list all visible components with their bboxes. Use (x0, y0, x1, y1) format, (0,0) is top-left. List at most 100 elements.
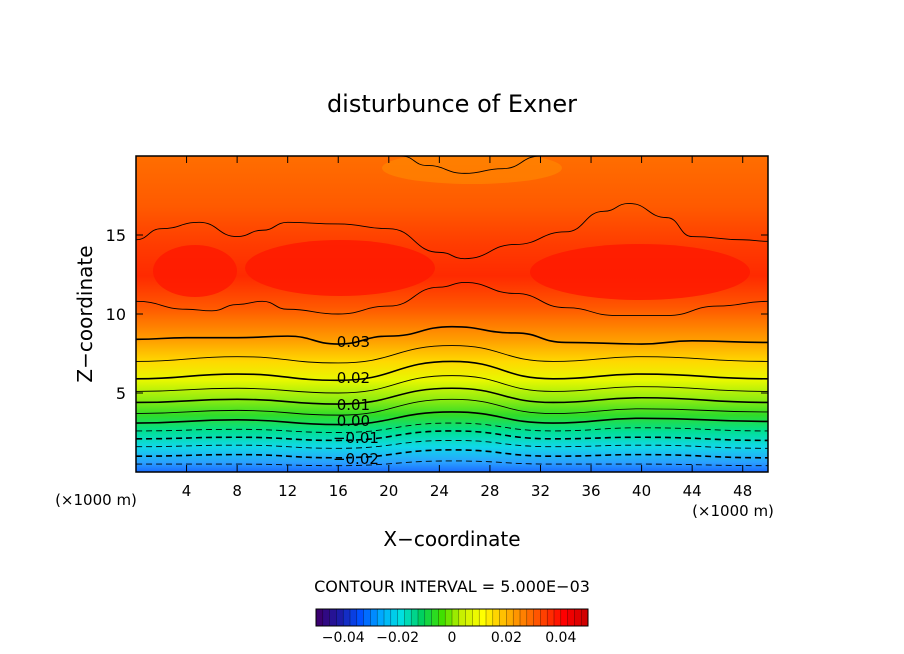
colorbar-cell-23 (472, 609, 480, 626)
contour-line-6 (136, 398, 768, 416)
x-tick-label-32: 32 (531, 482, 550, 500)
colorbar-cell-26 (492, 609, 500, 626)
y-axis-ticks: 5 10 15 (106, 226, 768, 403)
colorbar-cell-36 (560, 609, 568, 626)
max-region-right (530, 244, 750, 300)
x-tick-label-24: 24 (430, 482, 449, 500)
contour-interval-text: CONTOUR INTERVAL = 5.000E−03 (314, 577, 590, 596)
x-tick-label-40: 40 (632, 482, 651, 500)
y-tick-label-5: 5 (116, 384, 126, 403)
contour-label-1: 0.02 (337, 369, 370, 387)
colorbar-cell-11 (390, 609, 398, 626)
max-region-center (245, 240, 435, 296)
colorbar-cell-31 (526, 609, 534, 626)
contour-line-1 (136, 449, 768, 459)
colorbar-cell-29 (513, 609, 521, 626)
x-axis-label: X−coordinate (383, 527, 520, 551)
y-tick-label-10: 10 (106, 305, 126, 324)
colorbar-cell-2 (329, 609, 337, 626)
contour-line-7 (136, 387, 768, 405)
colorbar-cell-5 (350, 609, 358, 626)
contour-line-14 (401, 156, 541, 174)
colorbar-cell-17 (431, 609, 439, 626)
top-orange-region (382, 156, 562, 184)
colorbar-cell-13 (404, 609, 412, 626)
colorbar-cell-24 (479, 609, 487, 626)
colorbar-cell-8 (370, 609, 378, 626)
colorbar-cell-18 (438, 609, 446, 626)
x-tick-label-20: 20 (379, 482, 398, 500)
max-region-left (153, 245, 237, 297)
colorbar-cell-25 (486, 609, 494, 626)
colorbar (315, 608, 589, 627)
x-unit-left: (×1000 m) (55, 491, 137, 509)
x-axis-ticks: 4 8 12 16 20 24 28 32 36 40 44 48 (182, 156, 752, 500)
colorbar-cell-38 (574, 609, 582, 626)
field-background (136, 156, 768, 472)
colorbar-cell-6 (356, 609, 364, 626)
x-tick-label-8: 8 (232, 482, 242, 500)
colorbar-tick-label-4: 0.04 (545, 630, 576, 646)
contour-lines (136, 156, 768, 467)
contour-label-3: 0.00 (337, 412, 370, 430)
contour-label-5: −0.02 (333, 450, 379, 468)
colorbar-tick-label-0: −0.04 (322, 630, 365, 646)
contour-label-2: 0.01 (337, 396, 370, 414)
colorbar-cell-37 (567, 609, 575, 626)
chart-title: disturbunce of Exner (327, 90, 577, 118)
contour-line-11 (136, 325, 768, 345)
x-tick-label-28: 28 (480, 482, 499, 500)
colorbar-cell-14 (411, 609, 419, 626)
colorbar-tick-label-3: 0.02 (491, 630, 522, 646)
colorbar-tick-label-1: −0.02 (376, 630, 419, 646)
x-tick-label-48: 48 (733, 482, 752, 500)
contour-line-4 (136, 422, 768, 433)
contour-line-9 (136, 360, 768, 382)
x-tick-label-4: 4 (182, 482, 192, 500)
contour-label-0: 0.03 (337, 333, 370, 351)
colorbar-cell-34 (547, 609, 555, 626)
colorbar-cell-27 (499, 609, 507, 626)
plot-area: 0.03 0.02 0.010.00−0.01 −0.02 (136, 156, 768, 472)
colorbar-cell-15 (418, 609, 426, 626)
colorbar-cell-19 (445, 609, 453, 626)
colorbar-cell-28 (506, 609, 514, 626)
colorbar-cell-9 (377, 609, 385, 626)
contour-line-2 (136, 439, 768, 449)
contour-labels: 0.03 0.02 0.010.00−0.01 −0.02 (333, 333, 379, 468)
colorbar-cell-30 (520, 609, 528, 626)
colorbar-cell-1 (322, 609, 330, 626)
contour-line-12 (136, 281, 768, 317)
colorbar-tick-labels: −0.04 −0.02 0 0.02 0.04 (322, 630, 577, 646)
contour-line-10 (136, 345, 768, 364)
contour-line-5 (136, 411, 768, 426)
colorbar-cell-33 (540, 609, 548, 626)
colorbar-cell-12 (397, 609, 405, 626)
colorbar-cell-10 (384, 609, 392, 626)
x-tick-label-16: 16 (329, 482, 348, 500)
contour-line-0 (136, 460, 768, 467)
colorbar-cell-20 (452, 609, 460, 626)
colorbar-cell-4 (343, 609, 351, 626)
colorbar-cell-35 (554, 609, 562, 626)
x-unit-right: (×1000 m) (692, 502, 774, 520)
y-axis-label: Z−coordinate (73, 245, 97, 382)
y-tick-label-15: 15 (106, 226, 126, 245)
contour-line-3 (136, 430, 768, 442)
colorbar-cell-22 (465, 609, 473, 626)
x-tick-label-44: 44 (683, 482, 702, 500)
x-tick-label-36: 36 (581, 482, 600, 500)
colorbar-cell-3 (336, 609, 344, 626)
colorbar-cell-21 (458, 609, 466, 626)
colorbar-cell-16 (424, 609, 432, 626)
colorbar-frame (315, 608, 589, 627)
colorbar-cell-32 (533, 609, 541, 626)
colorbar-cell-7 (363, 609, 371, 626)
colorbar-cell-39 (581, 609, 589, 626)
colorbar-tick-label-2: 0 (448, 630, 457, 646)
colorbar-cell-0 (316, 609, 324, 626)
contour-line-8 (136, 375, 768, 394)
contour-label-4: −0.01 (333, 429, 379, 447)
x-tick-label-12: 12 (278, 482, 297, 500)
